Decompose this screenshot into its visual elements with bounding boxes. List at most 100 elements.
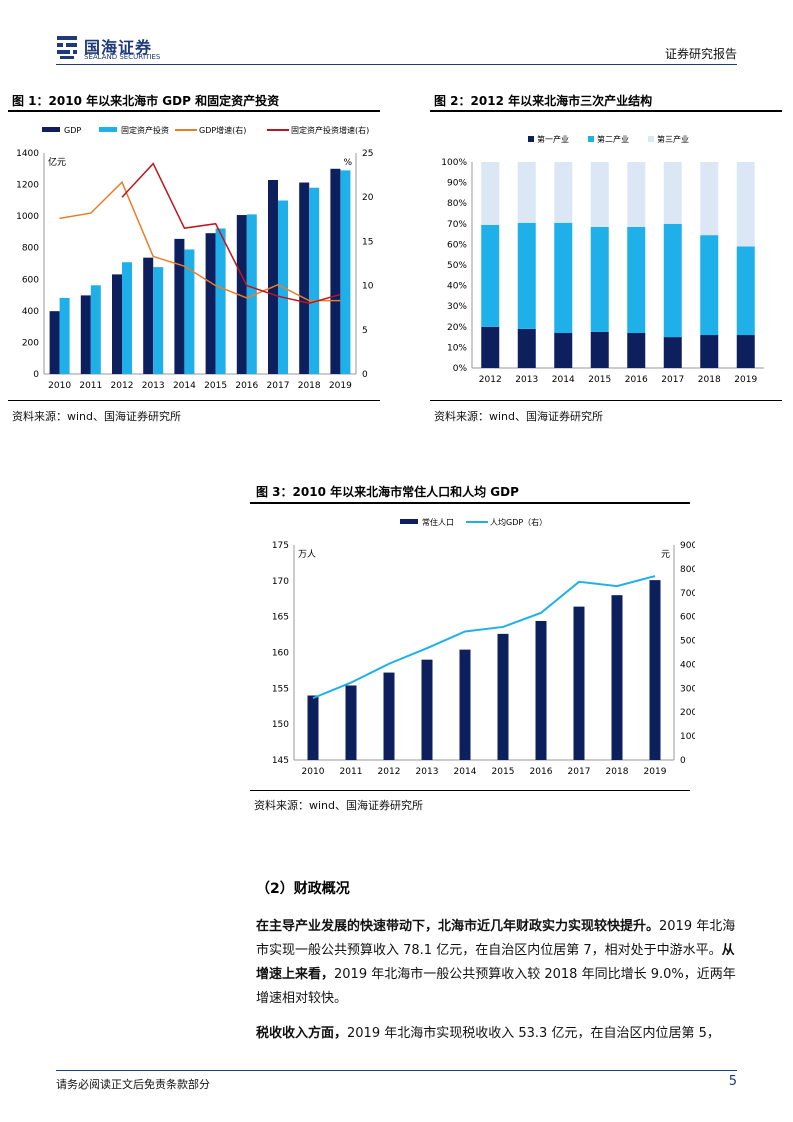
y-tick-label: 10%	[447, 343, 467, 353]
legend-swatch	[648, 136, 654, 142]
legend-label: GDP	[64, 126, 81, 135]
legend-label: 第三产业	[657, 134, 689, 144]
x-tick-label: 2015	[204, 381, 227, 391]
y-right-tick-label: 90000	[680, 541, 695, 551]
legend-label: 固定资产投资	[121, 125, 169, 135]
company-logo: 国海证券 SEALAND SECURITIES	[56, 34, 186, 64]
x-tick-label: 2018	[698, 375, 721, 385]
y-tick-label: 90%	[447, 179, 467, 189]
x-tick-label: 2011	[340, 767, 363, 777]
y-tick-label: 40%	[447, 282, 467, 292]
y-tick-label: 145	[272, 756, 289, 766]
bar	[309, 187, 320, 374]
x-tick-label: 2017	[267, 381, 290, 391]
bar	[184, 249, 195, 374]
x-tick-label: 2015	[492, 767, 515, 777]
x-tick-label: 2014	[454, 767, 477, 777]
y-tick-label: 30%	[447, 302, 467, 312]
x-tick-label: 2010	[302, 767, 325, 777]
p1-bold-2: 从增速上来看，	[256, 943, 735, 982]
bar	[663, 223, 682, 338]
bar	[554, 162, 573, 223]
y-tick-label: 175	[272, 541, 289, 551]
bar	[627, 162, 646, 227]
bar	[649, 580, 661, 760]
bar	[153, 267, 164, 374]
x-tick-label: 2011	[79, 381, 102, 391]
bar	[700, 335, 719, 368]
x-tick-label: 2013	[515, 375, 538, 385]
x-tick-label: 2012	[378, 767, 401, 777]
x-tick-label: 2016	[530, 767, 553, 777]
footer-disclaimer: 请务必阅读正文后免责条款部分	[56, 1078, 210, 1091]
legend-label: 常住人口	[422, 517, 454, 527]
y-right-tick-label: 10000	[680, 732, 695, 742]
bar	[481, 224, 500, 327]
page-number: 5	[728, 1074, 737, 1089]
x-tick-label: 2013	[416, 767, 439, 777]
p1-text-1: 2019 年北海市实现一般公共预算收入 78.1 亿元，在自治区内位居第 7，相…	[256, 919, 736, 958]
x-tick-label: 2017	[661, 375, 684, 385]
figure-2-bottom-rule	[430, 400, 782, 401]
left-axis-unit: 亿元	[48, 156, 66, 168]
bar	[627, 226, 646, 333]
y-tick-label: 200	[22, 338, 39, 348]
figure-3-title-rule	[250, 502, 690, 504]
right-axis-unit: 元	[661, 550, 670, 560]
bar	[459, 649, 471, 760]
bar	[517, 162, 536, 223]
bar	[345, 685, 357, 760]
bar	[736, 335, 755, 368]
bar	[268, 179, 278, 374]
bar	[236, 215, 247, 374]
y-tick-label: 80%	[447, 199, 467, 209]
x-tick-label: 2015	[588, 375, 611, 385]
bar	[383, 672, 395, 760]
x-tick-label: 2012	[111, 381, 134, 391]
y-tick-label: 0	[33, 370, 39, 380]
legend-swatch	[528, 136, 534, 142]
x-tick-label: 2019	[329, 381, 352, 391]
series-line	[312, 575, 656, 700]
bar	[59, 297, 70, 374]
bar	[663, 162, 682, 224]
y-tick-label: 150	[272, 720, 289, 730]
bar	[554, 222, 573, 333]
y-right-tick-label: 30000	[680, 684, 695, 694]
figure-2-source: 资料来源：wind、国海证券研究所	[434, 410, 604, 423]
legend-label: GDP增速(右)	[199, 125, 246, 135]
bar	[590, 331, 609, 368]
bar	[174, 238, 185, 374]
x-tick-label: 2016	[235, 381, 258, 391]
header-rule	[56, 64, 737, 65]
bar	[122, 262, 132, 374]
paragraph-2: 税收收入方面，2019 年北海市实现税收收入 53.3 亿元，在自治区内位居第 …	[256, 1022, 741, 1046]
x-tick-label: 2012	[479, 375, 502, 385]
y-right-tick-label: 10	[362, 282, 374, 292]
y-right-tick-label: 20000	[680, 708, 695, 718]
p1-bold-1: 在主导产业发展的快速带动下，北海市近几年财政实力实现较快提升。	[256, 919, 660, 934]
x-tick-label: 2014	[552, 375, 575, 385]
y-tick-label: 170	[272, 577, 289, 587]
y-tick-label: 1400	[16, 149, 39, 159]
y-right-tick-label: 40000	[680, 660, 695, 670]
p1-text-2: 2019 年北海市一般公共预算收入较 2018 年同比增长 9.0%，近两年增速…	[256, 967, 736, 1006]
bar	[143, 257, 154, 374]
y-right-tick-label: 15	[362, 237, 373, 247]
figure-1-bottom-rule	[8, 400, 380, 401]
y-right-tick-label: 50000	[680, 637, 695, 647]
bar	[627, 332, 646, 368]
figure-3-title: 图 3：2010 年以来北海市常住人口和人均 GDP	[256, 485, 519, 499]
logo-cn: 国海证券	[84, 38, 153, 57]
bar	[611, 595, 623, 760]
report-type: 证券研究报告	[664, 47, 737, 61]
figure-1-source: 资料来源：wind、国海证券研究所	[12, 410, 182, 423]
left-axis-unit: 万人	[298, 549, 316, 560]
y-tick-label: 1200	[16, 181, 39, 191]
figure-2-title-rule	[430, 110, 782, 112]
y-tick-label: 70%	[447, 220, 467, 230]
x-tick-label: 2013	[142, 381, 165, 391]
legend-label: 人均GDP（右）	[490, 517, 547, 527]
y-tick-label: 0%	[453, 364, 468, 374]
bar	[90, 285, 101, 374]
